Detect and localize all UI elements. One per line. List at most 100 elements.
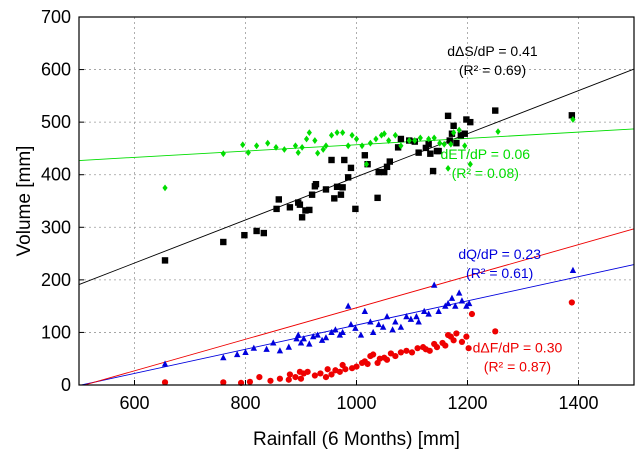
data-point-dET — [462, 142, 468, 150]
data-point-dF — [453, 330, 460, 337]
trend-line-dET — [78, 128, 635, 161]
data-point-dQ — [458, 297, 466, 304]
data-point-dF — [285, 376, 292, 383]
data-point-dQ — [403, 313, 410, 320]
data-point-dS — [568, 112, 576, 119]
data-point-dS — [241, 231, 248, 239]
data-point-dQ — [357, 331, 365, 338]
data-point-dQ — [314, 331, 321, 338]
data-point-dQ — [322, 334, 330, 341]
data-point-dS — [397, 135, 405, 143]
data-point-dET — [254, 142, 260, 150]
x-tick-label: 1400 — [558, 393, 598, 413]
data-point-dS — [275, 196, 282, 203]
slope-label-dS: dΔS/dP = 0.41 — [447, 43, 538, 59]
data-point-dS — [394, 144, 402, 151]
data-point-dQ — [233, 350, 241, 358]
data-point-dF — [292, 374, 299, 381]
data-point-dET — [359, 142, 365, 150]
r2-label-dS: (R² = 0.69) — [459, 62, 526, 78]
data-point-dET — [299, 143, 305, 151]
data-point-dET — [441, 140, 447, 148]
data-point-dF — [414, 345, 421, 352]
data-point-dET — [353, 135, 360, 143]
data-point-dQ — [347, 320, 355, 328]
data-point-dQ — [352, 324, 359, 331]
data-point-dQ — [344, 302, 352, 309]
data-point-dS — [422, 144, 430, 152]
data-point-dF — [342, 366, 349, 373]
data-point-dS — [260, 229, 268, 237]
r2-label-dET: (R² = 0.08) — [452, 165, 519, 181]
data-point-dS — [273, 205, 280, 213]
data-point-dS — [331, 195, 338, 202]
data-point-dQ — [407, 315, 415, 322]
data-point-dF — [392, 352, 399, 360]
data-point-dS — [341, 156, 348, 164]
data-point-dET — [303, 135, 310, 143]
data-point-dF — [328, 371, 335, 378]
data-point-dET — [412, 137, 418, 144]
data-point-dET — [340, 129, 346, 137]
data-point-dS — [374, 194, 381, 202]
data-point-dQ — [397, 323, 405, 330]
data-point-dS — [308, 191, 316, 198]
data-point-dET — [445, 165, 451, 172]
data-point-dQ — [297, 339, 305, 346]
data-point-dS — [339, 184, 346, 191]
data-point-dQ — [361, 307, 369, 314]
data-point-dS — [298, 214, 306, 221]
data-point-dF — [568, 299, 575, 306]
data-point-dF — [267, 377, 274, 384]
data-point-dET — [363, 160, 370, 168]
data-point-dET — [451, 129, 457, 137]
data-point-dQ — [295, 331, 302, 338]
data-point-dS — [286, 204, 294, 211]
data-point-dQ — [332, 326, 339, 333]
data-point-dET — [220, 150, 226, 158]
data-point-dET — [240, 141, 246, 149]
data-points — [161, 107, 577, 386]
data-point-dF — [317, 370, 324, 377]
data-point-dS — [427, 150, 434, 157]
data-point-dET — [345, 142, 351, 150]
data-point-dF — [246, 378, 254, 385]
data-point-dQ — [569, 266, 577, 273]
data-point-dF — [297, 375, 305, 382]
data-point-dQ — [379, 323, 387, 330]
data-point-dF — [468, 310, 476, 318]
y-tick-label: 100 — [41, 322, 71, 342]
data-point-dF — [403, 347, 410, 354]
data-point-dQ — [318, 336, 326, 343]
data-point-dS — [337, 191, 345, 198]
grid-lines — [79, 17, 634, 385]
data-point-dET — [315, 149, 321, 157]
data-point-dQ — [367, 318, 374, 325]
data-point-dF — [364, 360, 371, 368]
data-point-dET — [312, 137, 318, 144]
data-point-dS — [386, 158, 393, 165]
data-point-dF — [220, 379, 227, 386]
data-point-dET — [392, 131, 398, 139]
data-point-dQ — [392, 318, 399, 325]
data-point-dET — [378, 131, 385, 139]
y-tick-label: 700 — [41, 7, 71, 27]
y-axis-title: Volume [mm] — [14, 146, 35, 257]
data-point-dF — [161, 379, 169, 386]
axis-ticks: 600 800 1000 1200 1400 0 100 200 300 400 500 600 700 — [41, 7, 599, 413]
data-point-dF — [336, 368, 343, 375]
data-point-dQ — [293, 335, 300, 342]
annotations: dΔS/dP = 0.41 (R² = 0.69) dET/dP = 0.06 (R²… — [440, 43, 562, 375]
data-point-dQ — [310, 333, 317, 340]
data-point-dS — [461, 130, 468, 137]
trend-line-dQ — [81, 264, 635, 386]
data-point-dET — [381, 130, 387, 138]
x-axis-title: Rainfall (6 Months) [mm] — [253, 429, 460, 450]
y-tick-label: 300 — [41, 217, 71, 237]
data-point-dQ — [270, 339, 277, 346]
data-point-dS — [450, 122, 457, 130]
data-point-dS — [312, 180, 320, 188]
slope-label-dQ: dQ/dP = 0.23 — [458, 246, 541, 262]
trend-line-dF — [84, 228, 635, 386]
